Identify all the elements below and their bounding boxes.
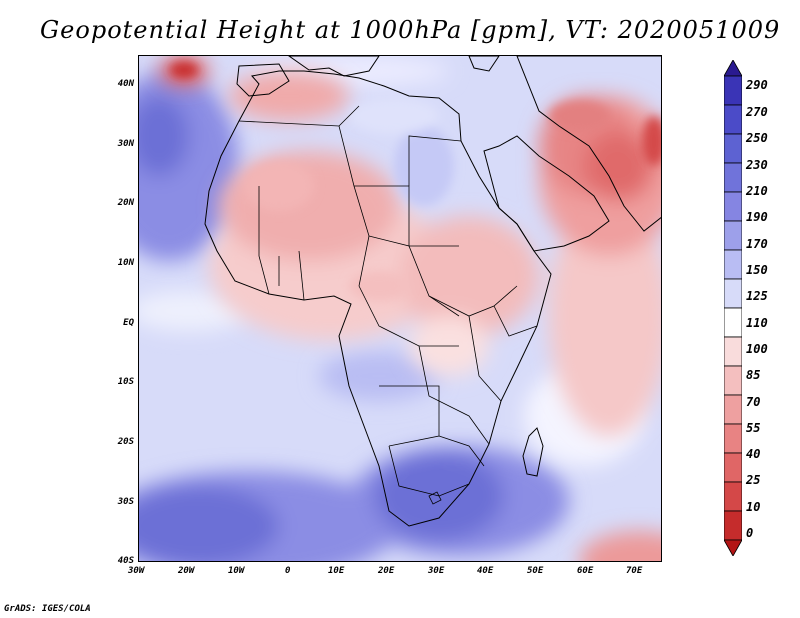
colorbar-bottom-triangle [724,539,742,556]
colorbar-segment [724,481,742,512]
geopotential-map [138,55,662,562]
colorbar-label-70: 70 [746,395,761,409]
y-tick-30s: 30S [117,497,134,507]
x-tick-20e: 20E [378,566,395,576]
y-tick-eq: EQ [123,318,134,328]
colorbar-label-0: 0 [746,526,754,540]
colorbar-segment [724,307,742,338]
field-red-spots [170,62,661,301]
y-tick-30n: 30N [117,139,134,149]
x-tick-0: 0 [285,566,291,576]
x-tick-30w: 30W [128,566,145,576]
y-tick-20s: 20S [117,437,134,447]
colorbar-segment [724,249,742,280]
colorbar-segment [724,510,742,541]
colorbar-label-40: 40 [746,447,761,461]
colorbar-segment [724,365,742,396]
colorbar-segment [724,394,742,425]
field-blue-regions [139,56,569,561]
colorbar-label-110: 110 [746,316,768,330]
colorbar-label-150: 150 [746,263,768,277]
colorbar-label-270: 270 [746,105,768,119]
colorbar-label-170: 170 [746,237,768,251]
colorbar-label-100: 100 [746,342,768,356]
colorbar-segment [724,220,742,251]
colorbar-segment [724,191,742,222]
colorbar-label-125: 125 [746,289,768,303]
x-tick-40e: 40E [477,566,494,576]
colorbar-segment [724,75,742,106]
colorbar-label-25: 25 [746,473,761,487]
colorbar-segment [724,133,742,164]
y-tick-20n: 20N [117,198,134,208]
colorbar-segment [724,423,742,454]
colorbar-segment [724,278,742,309]
x-tick-70e: 70E [626,566,643,576]
colorbar-label-10: 10 [746,500,761,514]
lesotho-outline [428,491,442,505]
colorbar-segment [724,162,742,193]
colorbar-label-190: 190 [746,210,768,224]
colorbar-label-230: 230 [746,158,768,172]
y-tick-10s: 10S [117,377,134,387]
y-tick-40n: 40N [117,79,134,89]
x-tick-20w: 20W [178,566,195,576]
y-tick-40s: 40S [117,556,134,566]
x-tick-30e: 30E [428,566,445,576]
country-borders [238,105,538,497]
colorbar-segment [724,104,742,135]
colorbar-label-250: 250 [746,131,768,145]
colorbar-segment [724,336,742,367]
x-tick-50e: 50E [527,566,544,576]
grads-credit: GrADS: IGES/COLA [4,604,91,614]
colorbar [724,60,742,556]
colorbar-segment [724,452,742,483]
colorbar-label-55: 55 [746,421,761,435]
map-title: Geopotential Height at 1000hPa [gpm], VT… [40,16,781,44]
colorbar-label-210: 210 [746,184,768,198]
colorbar-label-290: 290 [746,78,768,92]
x-tick-10e: 10E [328,566,345,576]
x-tick-60e: 60E [577,566,594,576]
x-tick-10w: 10W [228,566,245,576]
colorbar-top-triangle [724,60,742,77]
colorbar-label-85: 85 [746,368,761,382]
y-tick-10n: 10N [117,258,134,268]
